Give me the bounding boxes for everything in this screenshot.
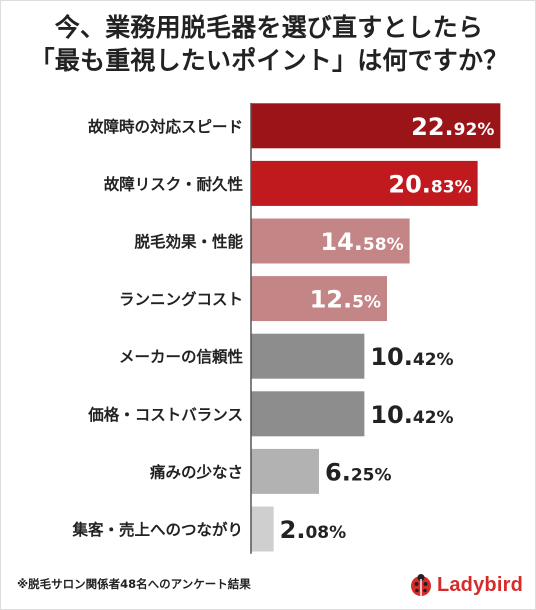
- bar: [251, 506, 274, 552]
- bar-chart-area: 故障時の対応スピード 22.92% 故障リスク・耐久性 20.83% 脱毛効果・性能 14…: [1, 97, 536, 567]
- category-label: 脱毛効果・性能: [134, 232, 243, 251]
- value-label: 20.83%: [388, 170, 471, 198]
- value-label: 2.08%: [280, 516, 347, 544]
- category-label: 故障時の対応スピード: [88, 117, 243, 136]
- value-label: 14.58%: [320, 228, 403, 256]
- chart-header: 今、業務用脱毛器を選び直すとしたら 「最も重視したいポイント」は何ですか？: [1, 1, 536, 93]
- brand-name: Ladybird: [436, 573, 523, 596]
- value-label: 10.42%: [370, 343, 453, 371]
- brand-logo: Ladybird: [409, 573, 523, 597]
- category-label: 価格・コストバランス: [87, 405, 243, 424]
- value-label: 10.42%: [370, 401, 453, 429]
- bar: [251, 218, 410, 264]
- category-label: ランニングコスト: [119, 290, 243, 309]
- category-label: 集客・売上へのつながり: [71, 520, 243, 539]
- category-label: 痛みの少なさ: [149, 462, 243, 481]
- bar: [251, 448, 319, 494]
- chart-title-line-2: 「最も重視したいポイント」は何ですか？: [29, 46, 509, 75]
- value-label: 22.92%: [411, 113, 494, 141]
- bar: [251, 103, 501, 149]
- category-label: 故障リスク・耐久性: [104, 174, 244, 193]
- ladybug-icon: [410, 574, 431, 596]
- category-label: メーカーの信頼性: [119, 347, 244, 366]
- value-label: 6.25%: [325, 458, 392, 486]
- bar-chart: 故障時の対応スピード 22.92% 故障リスク・耐久性 20.83% 脱毛効果・性能 14…: [71, 103, 501, 554]
- bar: [251, 333, 365, 379]
- bar: [251, 276, 387, 322]
- bar: [251, 160, 478, 206]
- survey-footnote: ※脱毛サロン関係者48名へのアンケート結果: [17, 577, 251, 591]
- value-label: 12.5%: [310, 286, 381, 314]
- bar: [251, 391, 365, 437]
- chart-title-line-1: 今、業務用脱毛器を選び直すとしたら: [54, 13, 484, 42]
